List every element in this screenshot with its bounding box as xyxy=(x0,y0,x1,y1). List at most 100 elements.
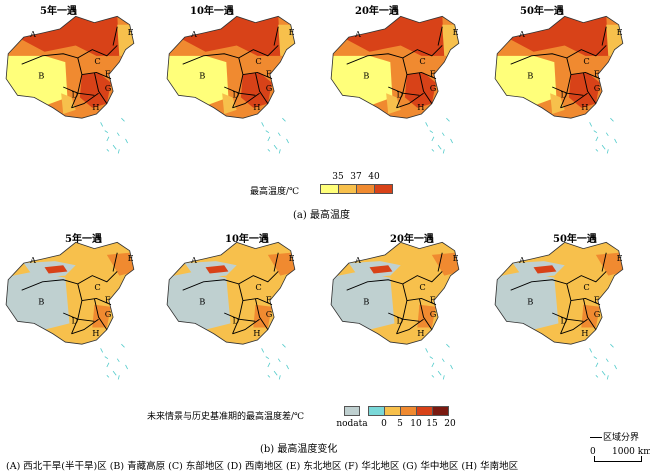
region-boundary-3 xyxy=(93,298,108,330)
top-map-3: A B C D E FGH xyxy=(330,15,460,154)
region-letter-f: F xyxy=(430,69,436,79)
region-letter-c: C xyxy=(419,282,425,292)
region-letter-a: A xyxy=(354,29,362,39)
region-boundary-2 xyxy=(81,297,112,306)
region-letter-e: E xyxy=(617,27,623,37)
region-letter-a: A xyxy=(354,255,362,265)
top-map-title-2: 10年一遇 xyxy=(190,6,234,17)
bottom-map-1: A B C D E FGH xyxy=(5,241,135,380)
region-letter-h: H xyxy=(253,102,260,112)
region-letter-h: H xyxy=(417,102,424,112)
region-boundary-0 xyxy=(346,45,443,65)
region-letter-b: B xyxy=(199,297,205,307)
region-letter-b: B xyxy=(363,297,369,307)
hotspot-north xyxy=(44,265,68,274)
region-letter-g: G xyxy=(266,83,273,93)
top-map-1: A B C D E FGH xyxy=(5,15,135,154)
region-boundary-4 xyxy=(396,92,424,109)
region-letter-g: G xyxy=(266,309,273,319)
region-letter-d: D xyxy=(561,315,568,325)
top-legend-swatch-4 xyxy=(374,184,393,194)
region-letter-d: D xyxy=(397,315,404,325)
region-letter-f: F xyxy=(105,69,111,79)
bottom-map-title-4: 50年一遇 xyxy=(553,234,597,245)
region-letter-d: D xyxy=(72,315,79,325)
region-boundary-1 xyxy=(560,57,572,108)
top-legend-tick-37: 37 xyxy=(350,172,362,182)
region-boundary-6 xyxy=(437,252,443,272)
bottom-legend-swatch-3 xyxy=(400,406,417,416)
region-boundary-3 xyxy=(418,72,433,104)
region-boundary-3 xyxy=(582,72,597,104)
region-boundary-2 xyxy=(242,71,273,80)
bottom-map-4: A B C D E FGH xyxy=(494,241,624,380)
region-boundary-4 xyxy=(396,318,424,335)
top-legend-swatch-1 xyxy=(320,184,339,194)
region-boundary-2 xyxy=(406,71,437,80)
region-letter-f: F xyxy=(266,295,272,305)
bottom-legend-nodata-label: nodata xyxy=(336,419,368,429)
south-sea-islands xyxy=(425,117,453,154)
region-boundary-1 xyxy=(396,283,408,334)
region-boundary-0 xyxy=(510,45,607,65)
region-letter-g: G xyxy=(430,309,437,319)
bottom-map-title-1: 5年一遇 xyxy=(65,234,102,245)
region-boundary-1 xyxy=(560,283,572,334)
nodata-west xyxy=(331,271,395,330)
region-boundary-0 xyxy=(510,271,607,291)
region-boundary-1 xyxy=(396,57,408,108)
region-boundary-5 xyxy=(388,312,420,322)
region-boundary-4 xyxy=(560,318,588,335)
top-map-title-3: 20年一遇 xyxy=(355,6,399,17)
top-legend-tick-35: 35 xyxy=(332,172,344,182)
region-boundary-1 xyxy=(71,57,83,108)
southwest-warm xyxy=(386,93,401,114)
region-boundary-4 xyxy=(232,92,260,109)
bottom-map-title-2: 10年一遇 xyxy=(225,234,269,245)
region-letter-b: B xyxy=(199,71,205,81)
region-letter-g: G xyxy=(105,83,112,93)
region-letter-h: H xyxy=(581,328,588,338)
region-letter-h: H xyxy=(253,328,260,338)
country-outline xyxy=(5,15,135,119)
region-boundary-6 xyxy=(112,252,118,272)
top-legend-swatch-3 xyxy=(356,184,375,194)
southwest-warm xyxy=(222,93,237,114)
region-letter-f: F xyxy=(266,69,272,79)
country-outline xyxy=(330,241,460,345)
region-letter-e: E xyxy=(453,253,459,263)
scale-zero-label: 0 xyxy=(590,447,596,457)
region-letter-b: B xyxy=(38,297,44,307)
tibet-cool xyxy=(167,55,229,106)
top-legend-tick-40: 40 xyxy=(368,172,380,182)
bottom-legend-tick-10: 10 xyxy=(410,419,422,429)
region-boundary-3 xyxy=(93,72,108,104)
country-outline xyxy=(494,241,624,345)
region-letter-b: B xyxy=(527,297,533,307)
north-hot xyxy=(174,16,281,56)
region-letter-g: G xyxy=(594,83,601,93)
top-caption: (a) 最高温度 xyxy=(293,210,350,221)
bottom-legend: nodata 0 5 10 15 20 xyxy=(336,406,470,432)
region-letter-b: B xyxy=(38,71,44,81)
boundary-line-icon xyxy=(590,437,602,438)
region-letter-a: A xyxy=(29,29,37,39)
region-letter-b: B xyxy=(363,71,369,81)
region-letter-d: D xyxy=(233,89,240,99)
region-letter-h: H xyxy=(92,102,99,112)
scale-distance-label: 1000 km xyxy=(612,447,650,457)
region-letter-h: H xyxy=(92,328,99,338)
region-letter-c: C xyxy=(94,282,100,292)
north-hot xyxy=(13,16,120,56)
country-outline xyxy=(166,241,296,345)
boundary-label: 区域分界 xyxy=(603,433,640,443)
top-legend-swatch-2 xyxy=(338,184,357,194)
region-boundary-6 xyxy=(601,26,607,46)
country-outline xyxy=(494,15,624,119)
region-boundary-2 xyxy=(570,297,601,306)
country-outline xyxy=(166,15,296,119)
region-letter-e: E xyxy=(128,27,134,37)
bottom-legend-swatch-2 xyxy=(384,406,401,416)
south-sea-islands xyxy=(100,117,128,154)
region-letter-a: A xyxy=(518,255,526,265)
